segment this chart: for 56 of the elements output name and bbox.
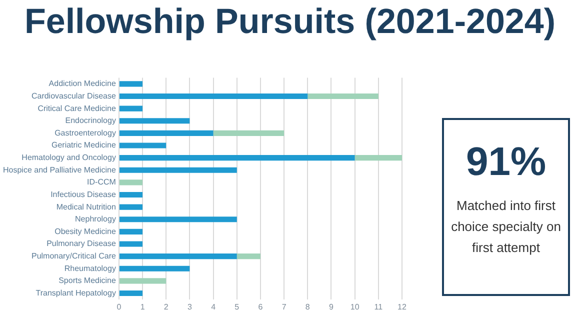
text: Matched into first choice specialty on first attempt [450,197,562,257]
bar [119,81,143,87]
bar [119,278,166,284]
bar [119,228,143,234]
bar [119,106,143,112]
y-tick-label: Obesity Medicine [54,226,116,236]
y-tick-label: Transplant Hepatology [36,288,116,298]
x-tick-label: 10 [350,302,360,312]
x-tick-label: 5 [234,302,240,312]
y-tick-label: Pulmonary Disease [46,239,116,248]
x-tick-label: 0 [116,302,122,312]
y-tick-label: Hospice and Palliative Medicine [2,165,116,174]
bar [119,130,214,136]
y-tick-label: Nephrology [75,214,116,224]
y-tick-label: Geriatric Medicine [51,140,116,150]
bar [119,155,355,161]
bar [119,192,143,198]
bar [354,155,402,161]
x-tick-label: 12 [398,302,407,312]
bar [213,130,284,136]
y-tick-label: Sports Medicine [58,276,116,286]
y-tick-label: Hematology and Oncology [22,153,116,162]
bar [119,290,143,296]
bar [119,142,166,148]
x-tick-label: 1 [140,302,146,312]
x-tick-label: 2 [164,302,169,312]
y-tick-label: Cardiovascular Disease [31,91,116,100]
y-tick-label: Medical Nutrition [56,202,116,212]
bar [119,266,190,272]
y-tick-label: Critical Care Medicine [38,104,116,113]
x-tick-label: 4 [211,302,216,312]
bar [236,254,260,260]
bar [119,254,237,260]
bar [119,180,143,186]
bar [119,216,237,222]
bar [119,241,143,247]
y-tick-label: Infectious Disease [50,190,116,199]
x-tick-label: 6 [258,302,264,312]
bar [119,204,143,210]
bar [119,118,190,124]
y-tick-label: Gastroenterology [54,128,116,138]
y-tick-label: ID-CCM [87,178,116,187]
x-tick-label: 8 [305,302,310,312]
x-tick-label: 11 [374,302,384,312]
y-tick-label: Addiction Medicine [48,79,116,88]
bar [308,93,378,100]
bar [119,93,308,100]
x-tick-label: 7 [282,302,287,312]
y-tick-label: Rheumatology [64,264,116,273]
y-tick-label: Endocrinology [65,116,116,126]
text: 91% [464,140,548,185]
x-tick-label: 3 [187,302,192,312]
bar [119,167,237,173]
x-tick-label: 9 [329,302,334,312]
y-tick-label: Pulmonary/Critical Care [31,252,116,261]
chart-title: Fellowship Pursuits (2021-2024) [23,1,556,43]
